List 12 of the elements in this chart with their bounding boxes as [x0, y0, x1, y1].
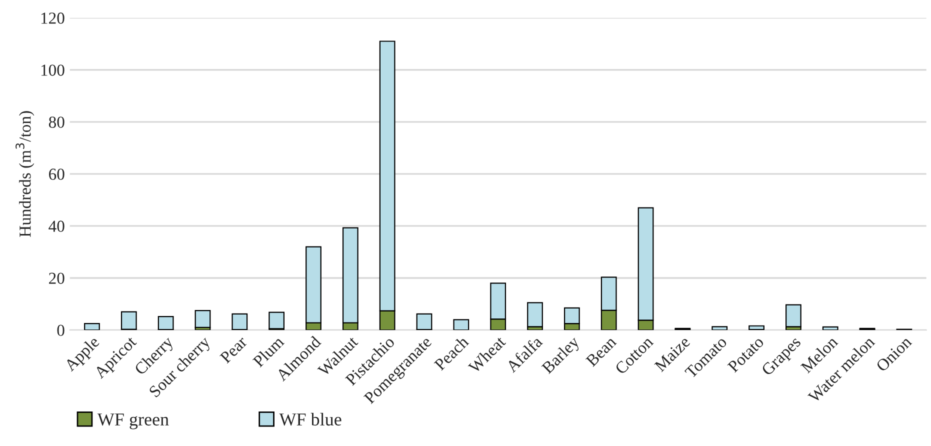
- y-tick-label: 20: [49, 272, 64, 284]
- y-tick-label: 80: [48, 116, 64, 128]
- y-tick-label: 40: [48, 220, 64, 232]
- y-tick-label: 100: [41, 64, 64, 76]
- y-tick-label: 0: [57, 324, 64, 336]
- y-axis-title: Hundreds (m$^{3}$/ton): [16, 111, 34, 237]
- y-tick-label: 60: [49, 168, 64, 180]
- legend-label: WF green: [97, 414, 169, 430]
- x-tick-label: Bean: [585, 336, 617, 368]
- legend-label: WF blue: [279, 412, 342, 426]
- x-tick-label: Pear: [220, 335, 248, 364]
- y-tick-label: 120: [41, 12, 64, 24]
